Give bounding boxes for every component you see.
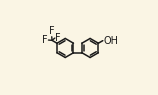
Text: F: F <box>49 26 55 36</box>
Text: OH: OH <box>103 36 118 46</box>
Text: F: F <box>55 33 61 43</box>
Text: F: F <box>42 35 48 45</box>
